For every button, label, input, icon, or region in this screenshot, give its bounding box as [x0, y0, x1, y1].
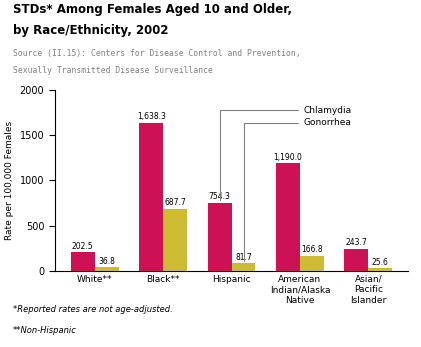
- Y-axis label: Rate per 100,000 Females: Rate per 100,000 Females: [5, 121, 14, 240]
- Bar: [300, 256, 324, 271]
- Text: 202.5: 202.5: [72, 242, 93, 251]
- Text: Source (II.15): Centers for Disease Control and Prevention,: Source (II.15): Centers for Disease Cont…: [13, 49, 300, 58]
- Text: **Non-Hispanic: **Non-Hispanic: [13, 326, 77, 335]
- Bar: [71, 252, 95, 271]
- Text: *Reported rates are not age-adjusted.: *Reported rates are not age-adjusted.: [13, 305, 172, 314]
- Text: 1,638.3: 1,638.3: [137, 112, 165, 121]
- Text: 687.7: 687.7: [164, 198, 186, 207]
- Text: 25.6: 25.6: [372, 258, 389, 267]
- Text: 1,190.0: 1,190.0: [274, 153, 302, 162]
- Text: 36.8: 36.8: [98, 257, 115, 266]
- Bar: [163, 209, 187, 271]
- Text: Sexually Transmitted Disease Surveillance: Sexually Transmitted Disease Surveillanc…: [13, 66, 213, 75]
- Bar: [276, 163, 300, 271]
- Text: 243.7: 243.7: [346, 238, 367, 247]
- Bar: [368, 268, 392, 271]
- Bar: [208, 203, 232, 271]
- Text: 81.7: 81.7: [235, 253, 252, 262]
- Text: Chlamydia: Chlamydia: [220, 105, 352, 200]
- Bar: [95, 267, 119, 271]
- Bar: [344, 249, 368, 271]
- Text: Gonorrhea: Gonorrhea: [243, 118, 351, 261]
- Text: by Race/Ethnicity, 2002: by Race/Ethnicity, 2002: [13, 24, 168, 37]
- Bar: [139, 123, 163, 271]
- Text: 166.8: 166.8: [301, 245, 323, 254]
- Text: 754.3: 754.3: [209, 192, 231, 201]
- Text: STDs* Among Females Aged 10 and Older,: STDs* Among Females Aged 10 and Older,: [13, 3, 292, 16]
- Bar: [232, 263, 256, 271]
